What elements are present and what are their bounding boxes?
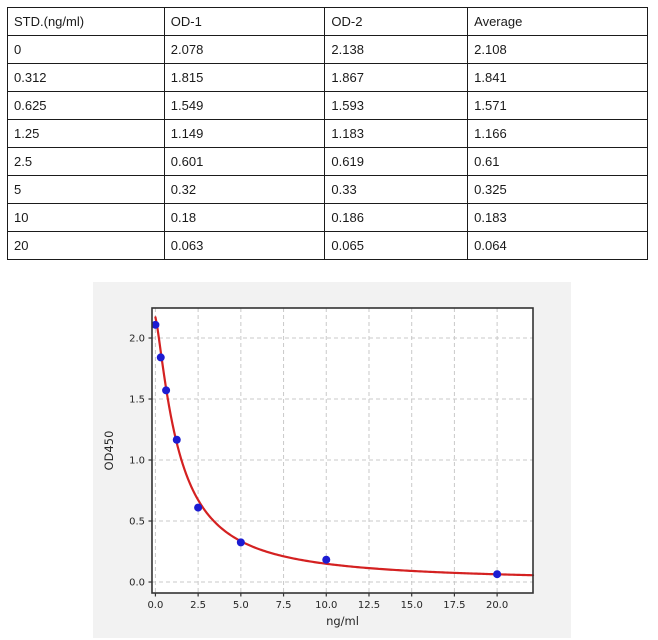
table-cell: 1.166 xyxy=(467,119,648,148)
plot-area xyxy=(152,308,533,593)
x-tick-label: 10.0 xyxy=(315,600,337,611)
table-cell: 1.571 xyxy=(467,91,648,120)
table-row: 2.5 0.601 0.619 0.61 xyxy=(7,147,648,176)
x-tick-label: 20.0 xyxy=(486,600,508,611)
x-tick-label: 12.5 xyxy=(358,600,380,611)
table-cell: 0.325 xyxy=(467,175,648,204)
x-tick-label: 7.5 xyxy=(276,600,292,611)
y-tick-label: 0.0 xyxy=(129,578,145,589)
table-cell: 0.32 xyxy=(163,175,326,204)
table-body: 0 2.078 2.138 2.108 0.312 1.815 1.867 1.841 0.62… xyxy=(7,35,648,260)
data-point xyxy=(194,503,203,512)
table-cell: 0 xyxy=(7,35,165,64)
table-row: 5 0.32 0.33 0.325 xyxy=(7,175,648,204)
table-row: 0.312 1.815 1.867 1.841 xyxy=(7,63,648,92)
data-point xyxy=(493,570,502,579)
data-point xyxy=(151,320,160,329)
standards-table-head: STD.(ng/ml) OD-1 OD-2 Average xyxy=(7,7,648,36)
table-cell: 0.064 xyxy=(467,231,648,260)
tick-marks xyxy=(148,337,498,597)
table-cell: 0.625 xyxy=(7,91,165,120)
column-header-average: Average xyxy=(467,7,648,36)
table-cell: 2.078 xyxy=(163,35,326,64)
table-cell: 0.18 xyxy=(163,203,326,232)
y-tick-label: 1.0 xyxy=(129,456,145,467)
data-point xyxy=(156,353,165,362)
fit-curve xyxy=(154,316,535,577)
data-point xyxy=(236,538,245,547)
table-row: 10 0.18 0.186 0.183 xyxy=(7,203,648,232)
table-cell: 0.61 xyxy=(467,147,648,176)
standard-curve-figure: 0.0 2.5 5.0 7.5 10.0 12.5 15.0 17.5 20.0 0.0 0.5 1.… xyxy=(93,282,571,638)
data-points xyxy=(151,320,502,579)
data-point xyxy=(322,555,331,564)
x-tick-label: 0.0 xyxy=(147,600,163,611)
column-header-od-2: OD-2 xyxy=(324,7,469,36)
column-header-od-1: OD-1 xyxy=(163,7,326,36)
table-cell: 1.149 xyxy=(163,119,326,148)
table-cell: 1.593 xyxy=(324,91,469,120)
x-tick-label: 15.0 xyxy=(401,600,423,611)
axes-border xyxy=(151,307,534,594)
table-cell: 0.312 xyxy=(7,63,165,92)
table-cell: 1.867 xyxy=(324,63,469,92)
y-tick-label: 2.0 xyxy=(129,334,145,345)
table-header-row: STD.(ng/ml) OD-1 OD-2 Average xyxy=(7,7,648,36)
table-cell: 5 xyxy=(7,175,165,204)
table-cell: 0.186 xyxy=(324,203,469,232)
grid-lines xyxy=(152,308,533,593)
y-axis-label: OD450 xyxy=(102,431,116,471)
table-cell: 2.5 xyxy=(7,147,165,176)
table-cell: 0.063 xyxy=(163,231,326,260)
x-tick-labels: 0.0 2.5 5.0 7.5 10.0 12.5 15.0 17.5 20.0 xyxy=(147,600,508,611)
x-axis-label: ng/ml xyxy=(326,614,359,628)
table-cell: 0.065 xyxy=(324,231,469,260)
table-cell: 1.183 xyxy=(324,119,469,148)
table-cell: 2.138 xyxy=(324,35,469,64)
table-cell: 0.33 xyxy=(324,175,469,204)
table-cell: 10 xyxy=(7,203,165,232)
table-cell: 0.601 xyxy=(163,147,326,176)
table-row: 1.25 1.149 1.183 1.166 xyxy=(7,119,648,148)
standard-curve-svg: 0.0 2.5 5.0 7.5 10.0 12.5 15.0 17.5 20.0 0.0 0.5 1.… xyxy=(93,282,571,638)
standards-table: STD.(ng/ml) OD-1 OD-2 Average 0 2.078 2.138 2.… xyxy=(7,7,648,260)
table-cell: 1.841 xyxy=(467,63,648,92)
table-row: 20 0.063 0.065 0.064 xyxy=(7,231,648,260)
x-tick-label: 5.0 xyxy=(233,600,249,611)
table-cell: 1.549 xyxy=(163,91,326,120)
table-cell: 1.815 xyxy=(163,63,326,92)
table-cell: 2.108 xyxy=(467,35,648,64)
y-tick-labels: 0.0 0.5 1.0 1.5 2.0 xyxy=(129,334,145,589)
y-tick-label: 1.5 xyxy=(129,395,145,406)
table-cell: 0.183 xyxy=(467,203,648,232)
y-tick-label: 0.5 xyxy=(129,517,145,528)
x-tick-label: 17.5 xyxy=(443,600,465,611)
table-row: 0 2.078 2.138 2.108 xyxy=(7,35,648,64)
table-row: 0.625 1.549 1.593 1.571 xyxy=(7,91,648,120)
column-header-std-ng-ml-: STD.(ng/ml) xyxy=(7,7,165,36)
data-point xyxy=(172,435,181,444)
x-tick-label: 2.5 xyxy=(190,600,206,611)
table-cell: 20 xyxy=(7,231,165,260)
table-cell: 0.619 xyxy=(324,147,469,176)
table-cell: 1.25 xyxy=(7,119,165,148)
data-point xyxy=(162,386,171,395)
